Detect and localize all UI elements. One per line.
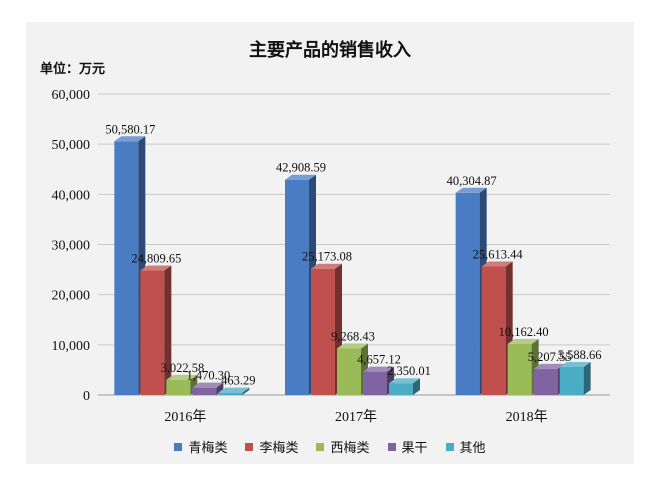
bar-side [164, 265, 172, 395]
legend-item: 西梅类 [316, 437, 370, 456]
bar-top [559, 361, 591, 367]
bar-side [583, 361, 591, 395]
legend-item: 果干 [387, 437, 428, 456]
legend-label: 其他 [459, 441, 486, 456]
data-label: 25,613.44 [473, 248, 524, 262]
legend-item: 李梅类 [245, 437, 298, 456]
data-label: 24,809.65 [131, 252, 181, 266]
bar [363, 371, 387, 395]
y-tick-label: 0 [83, 389, 90, 404]
y-tick-label: 40,000 [52, 188, 91, 203]
x-category-label: 2018年 [506, 409, 548, 425]
bar-top [285, 174, 316, 180]
legend-label: 李梅类 [259, 441, 299, 456]
y-tick-label: 50,000 [52, 138, 91, 153]
bar-top [192, 382, 224, 388]
bar-top [140, 265, 172, 271]
bar [166, 379, 191, 395]
legend-label: 果干 [401, 441, 428, 456]
data-label: 50,580.17 [105, 122, 155, 136]
chart-title: 主要产品的销售收入 [249, 40, 411, 61]
data-label: 42,908.59 [276, 161, 326, 175]
legend-item: 青梅类 [174, 437, 227, 456]
legend-item: 其他 [445, 437, 486, 456]
bar [533, 368, 558, 395]
legend-label: 青梅类 [188, 441, 228, 456]
legend-swatch [316, 442, 325, 451]
legend-label: 西梅类 [330, 441, 370, 456]
y-tick-label: 20,000 [52, 289, 91, 304]
data-label: 4,657.12 [357, 353, 401, 367]
bar-side [242, 387, 250, 395]
chart-legend: 青梅类 李梅类 西梅类 果干 其他 [0, 437, 660, 456]
data-label: 40,304.87 [447, 174, 497, 188]
bar-top [114, 136, 146, 142]
data-label: 9,268.43 [331, 330, 375, 344]
bar [218, 392, 243, 395]
data-label: 5,207.55 [528, 350, 572, 364]
bar-top [311, 263, 342, 269]
bar [285, 179, 309, 395]
data-label: 5,588.66 [558, 348, 602, 362]
y-tick-label: 60,000 [52, 88, 91, 103]
data-label: 463.29 [221, 374, 255, 388]
bar-top [507, 339, 539, 345]
bar [389, 383, 413, 395]
data-label: 25,173.08 [302, 250, 352, 264]
bar [507, 344, 532, 395]
bar [192, 387, 217, 395]
data-label: 1,470.30 [186, 369, 230, 383]
bar [114, 141, 139, 395]
legend-swatch [445, 442, 454, 451]
legend-swatch [174, 442, 183, 451]
legend-swatch [245, 442, 254, 451]
bar [455, 192, 480, 395]
x-category-label: 2017年 [335, 409, 377, 425]
bar-top [337, 343, 368, 349]
bar-side [413, 378, 420, 395]
bar-top [533, 363, 565, 369]
bar-top [218, 387, 250, 393]
y-tick-label: 10,000 [52, 339, 91, 354]
bar [337, 348, 361, 395]
unit-label: 单位：万元 [40, 62, 106, 77]
bar-top [166, 374, 198, 380]
y-tick-label: 30,000 [52, 239, 91, 254]
legend-swatch [387, 442, 396, 451]
bar [140, 270, 165, 395]
data-label: 3,022.58 [160, 361, 204, 375]
bar-top [363, 366, 394, 372]
bar-top [455, 187, 487, 193]
bar [481, 266, 506, 395]
bar [311, 268, 335, 395]
x-category-label: 2016年 [164, 409, 206, 425]
bar-top [481, 261, 513, 267]
data-label: 10,162.40 [499, 325, 549, 339]
bar-side [216, 382, 224, 395]
bar [559, 366, 584, 395]
bar-top [389, 378, 420, 384]
data-label: 2,350.01 [387, 364, 431, 378]
